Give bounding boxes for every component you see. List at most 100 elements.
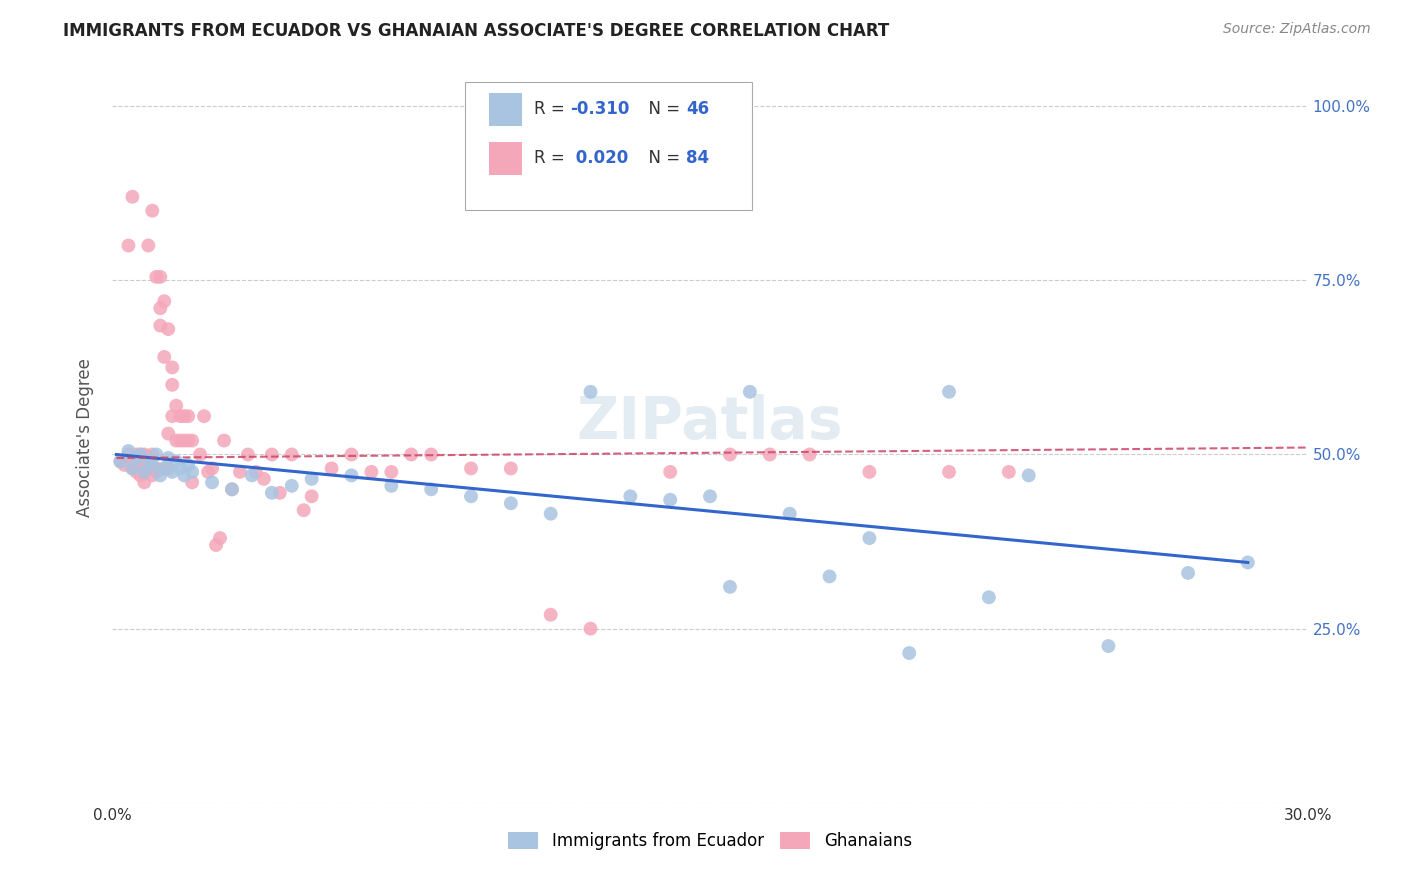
Point [360, 465, 382, 479]
Point [977, 591, 1000, 605]
Point [269, 485, 291, 500]
Point [162, 409, 183, 424]
FancyBboxPatch shape [489, 143, 523, 175]
Point [153, 461, 176, 475]
Text: N =: N = [638, 149, 686, 167]
Point [201, 475, 224, 490]
Point [165, 399, 187, 413]
Point [138, 461, 160, 475]
Point [301, 489, 323, 503]
Point [245, 465, 267, 479]
Point [141, 468, 163, 483]
Point [292, 503, 315, 517]
Point [188, 448, 211, 462]
Point [799, 448, 821, 462]
Point [138, 454, 160, 468]
Point [818, 569, 841, 583]
Point [117, 444, 139, 458]
Point [181, 475, 204, 490]
Point [134, 461, 156, 475]
Point [177, 409, 200, 424]
Point [169, 461, 191, 475]
Point [153, 350, 176, 364]
Point [181, 465, 204, 479]
Point [169, 409, 191, 424]
Point [998, 465, 1021, 479]
Text: 84: 84 [686, 149, 709, 167]
FancyBboxPatch shape [489, 94, 523, 126]
Point [145, 448, 167, 462]
Point [162, 360, 183, 375]
Point [125, 450, 148, 465]
Text: R =: R = [534, 149, 571, 167]
Point [699, 489, 721, 503]
Point [499, 461, 522, 475]
Point [157, 322, 180, 336]
Legend: Immigrants from Ecuador, Ghanaians: Immigrants from Ecuador, Ghanaians [498, 822, 922, 860]
Point [659, 465, 682, 479]
Point [157, 450, 180, 465]
Point [779, 507, 801, 521]
Point [1237, 556, 1260, 570]
Point [141, 461, 163, 475]
Point [221, 483, 243, 497]
Point [157, 461, 180, 475]
Point [121, 190, 143, 204]
Text: -0.310: -0.310 [571, 101, 630, 119]
Point [619, 489, 641, 503]
Point [420, 483, 443, 497]
Text: 0.020: 0.020 [571, 149, 628, 167]
Point [201, 461, 224, 475]
Point [125, 448, 148, 462]
Point [117, 238, 139, 252]
Point [169, 434, 191, 448]
Point [301, 472, 323, 486]
Point [177, 458, 200, 472]
Point [138, 454, 160, 468]
Point [540, 607, 562, 622]
Point [401, 448, 423, 462]
Point [145, 461, 167, 475]
Point [141, 448, 163, 462]
Point [125, 461, 148, 475]
Point [173, 409, 195, 424]
Point [153, 461, 176, 475]
Point [938, 465, 960, 479]
Point [1018, 468, 1040, 483]
FancyBboxPatch shape [465, 82, 752, 211]
Text: N =: N = [638, 101, 686, 119]
Point [321, 461, 343, 475]
Point [145, 269, 167, 284]
Point [460, 489, 482, 503]
Point [114, 458, 135, 472]
Text: ZIPatlas: ZIPatlas [576, 394, 844, 451]
Point [221, 483, 243, 497]
Point [205, 538, 228, 552]
Point [1097, 639, 1119, 653]
Point [117, 448, 139, 462]
Point [659, 492, 682, 507]
Point [121, 454, 143, 468]
Y-axis label: Associate's Degree: Associate's Degree [76, 358, 94, 516]
Point [165, 434, 187, 448]
Text: Source: ZipAtlas.com: Source: ZipAtlas.com [1223, 22, 1371, 37]
Point [1177, 566, 1199, 580]
Point [718, 448, 741, 462]
Point [134, 465, 156, 479]
Point [858, 531, 880, 545]
Point [898, 646, 921, 660]
Point [153, 294, 176, 309]
Point [253, 472, 276, 486]
Point [340, 468, 363, 483]
Point [380, 465, 402, 479]
Point [858, 465, 880, 479]
Point [260, 448, 283, 462]
Point [420, 448, 443, 462]
Point [281, 479, 304, 493]
Point [229, 465, 252, 479]
Point [240, 468, 263, 483]
Point [460, 461, 482, 475]
Point [181, 434, 204, 448]
Point [129, 450, 152, 465]
Point [121, 461, 143, 475]
